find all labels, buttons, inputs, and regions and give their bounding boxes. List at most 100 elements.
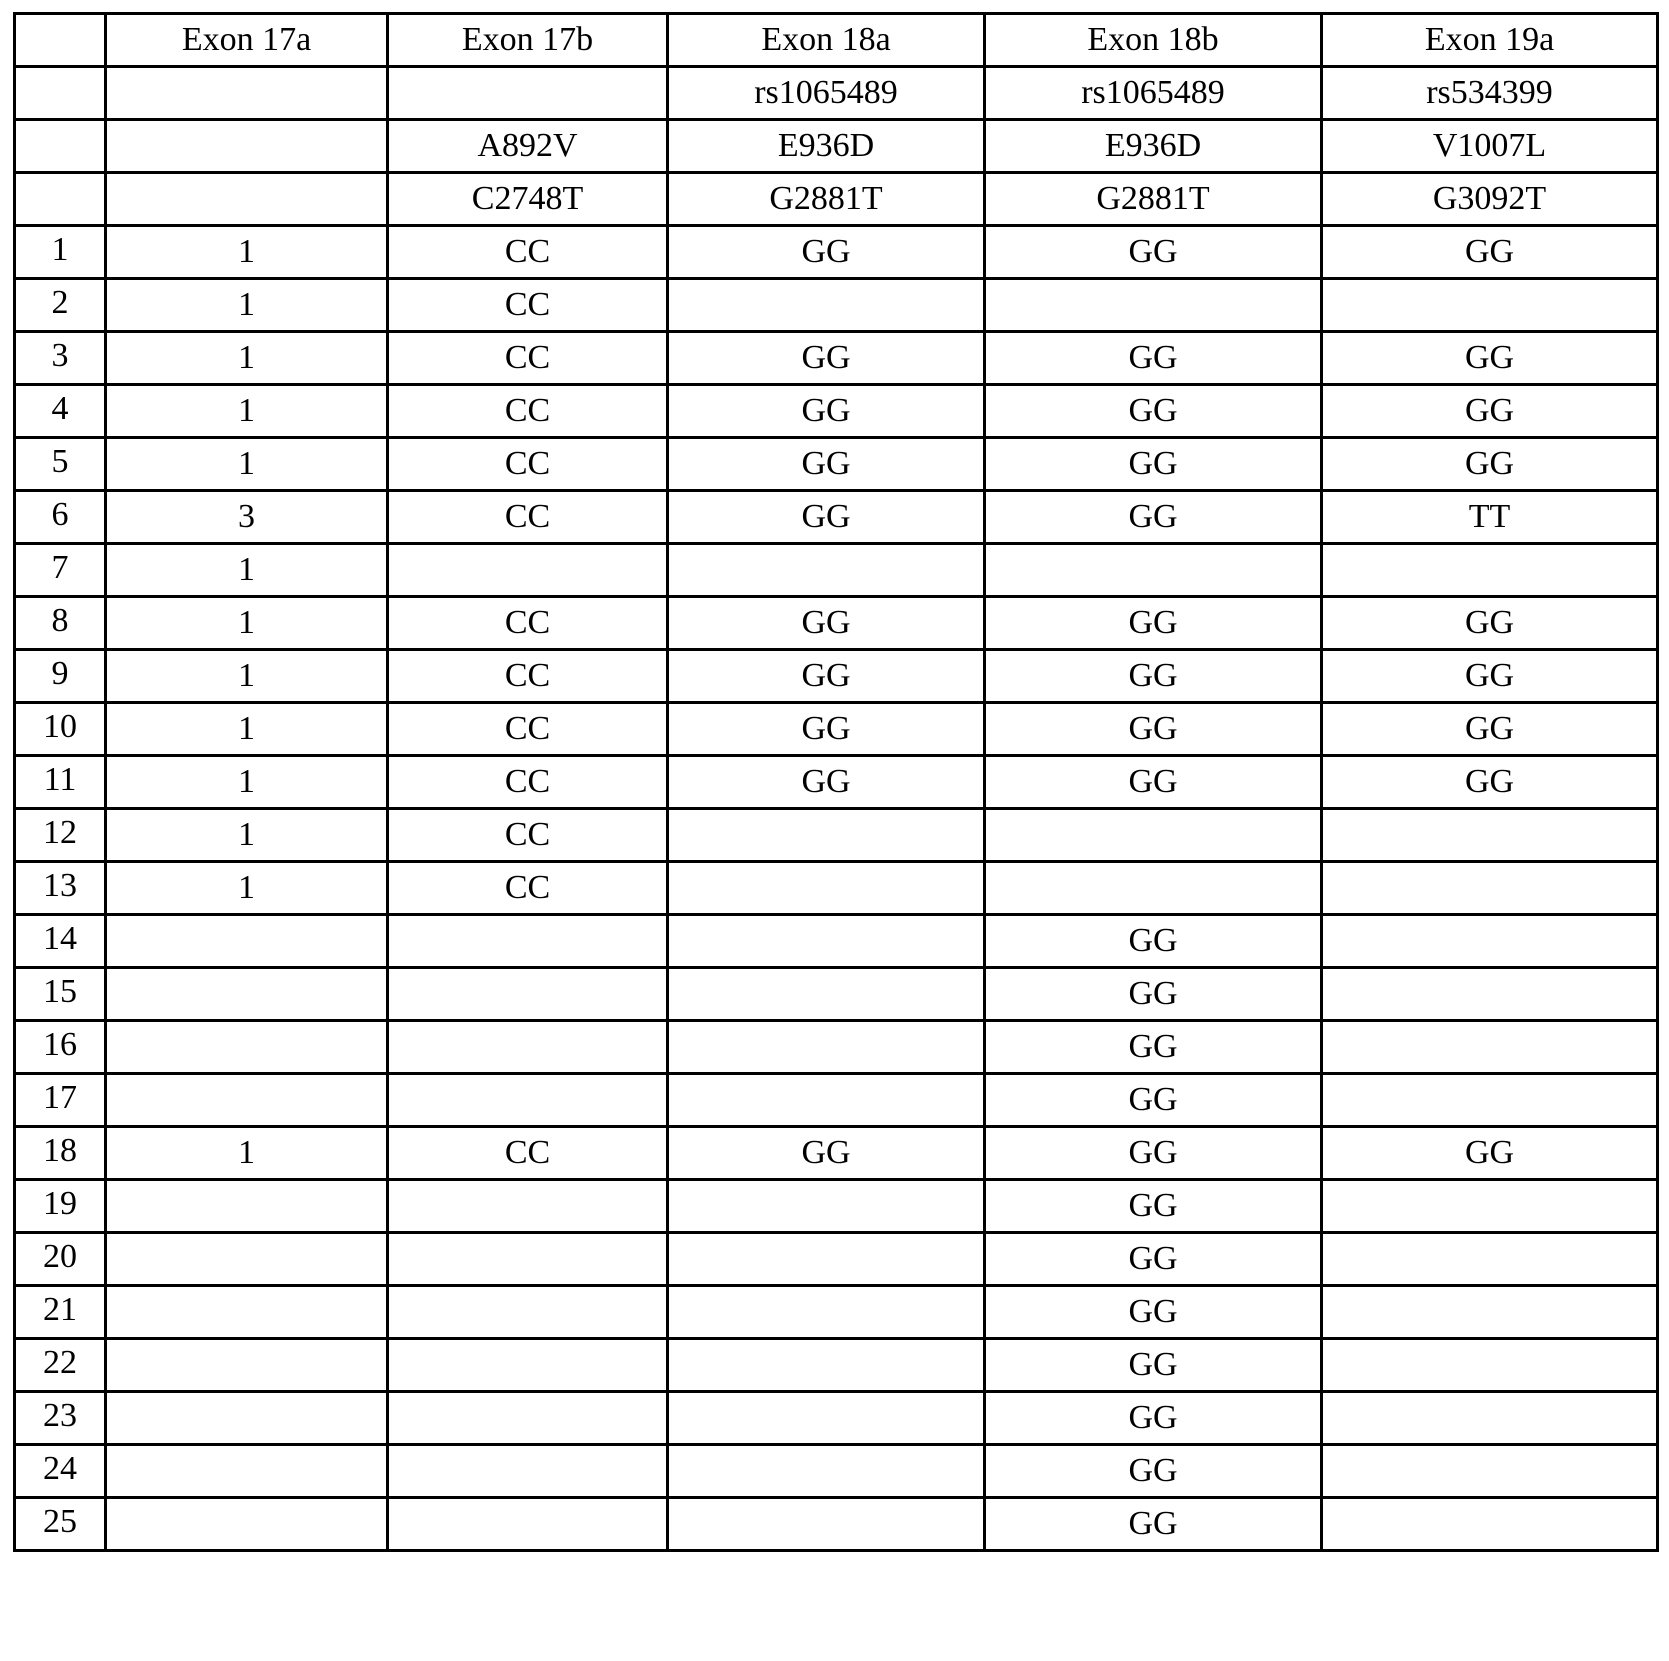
genotype-cell bbox=[106, 1233, 388, 1286]
row-number: 25 bbox=[15, 1498, 106, 1551]
genotype-cell: GG bbox=[985, 1021, 1322, 1074]
genotype-cell bbox=[668, 1180, 985, 1233]
genotype-cell bbox=[1322, 1392, 1658, 1445]
genotype-cell: CC bbox=[388, 332, 668, 385]
genotype-cell: 1 bbox=[106, 756, 388, 809]
genotype-cell bbox=[1322, 1286, 1658, 1339]
genotype-cell: GG bbox=[668, 438, 985, 491]
genotype-cell bbox=[1322, 1180, 1658, 1233]
header-cell: Exon 18a bbox=[668, 14, 985, 67]
row-number: 12 bbox=[15, 809, 106, 862]
row-number: 6 bbox=[15, 491, 106, 544]
header-cell: G3092T bbox=[1322, 173, 1658, 226]
genotype-cell bbox=[388, 1445, 668, 1498]
table-row: 24GG bbox=[15, 1445, 1658, 1498]
row-number: 13 bbox=[15, 862, 106, 915]
genotype-cell bbox=[668, 968, 985, 1021]
genotype-cell: 1 bbox=[106, 862, 388, 915]
genotype-cell bbox=[1322, 279, 1658, 332]
genotype-cell: 1 bbox=[106, 544, 388, 597]
genotype-cell: CC bbox=[388, 438, 668, 491]
header-cell: Exon 17a bbox=[106, 14, 388, 67]
genotype-cell: CC bbox=[388, 279, 668, 332]
header-cell: G2881T bbox=[668, 173, 985, 226]
genotype-cell bbox=[106, 1392, 388, 1445]
genotype-cell bbox=[388, 1180, 668, 1233]
genotype-cell: 1 bbox=[106, 809, 388, 862]
genotype-cell: GG bbox=[668, 226, 985, 279]
genotype-cell bbox=[106, 1286, 388, 1339]
genotype-cell: 1 bbox=[106, 385, 388, 438]
genotype-cell bbox=[106, 1074, 388, 1127]
genotype-cell bbox=[1322, 1074, 1658, 1127]
genotype-cell: GG bbox=[985, 650, 1322, 703]
genotype-cell: 1 bbox=[106, 703, 388, 756]
table-row: 21CC bbox=[15, 279, 1658, 332]
genotype-cell: GG bbox=[1322, 650, 1658, 703]
genotype-cell: 1 bbox=[106, 332, 388, 385]
genotype-cell bbox=[1322, 1339, 1658, 1392]
table-row: 101CCGGGGGG bbox=[15, 703, 1658, 756]
row-number: 9 bbox=[15, 650, 106, 703]
genotype-cell: 1 bbox=[106, 1127, 388, 1180]
table-row: 71 bbox=[15, 544, 1658, 597]
genotype-cell bbox=[668, 915, 985, 968]
genotype-cell: GG bbox=[1322, 703, 1658, 756]
genotype-cell: GG bbox=[668, 385, 985, 438]
table-row: 21GG bbox=[15, 1286, 1658, 1339]
genotype-cell bbox=[388, 1074, 668, 1127]
table-row: 23GG bbox=[15, 1392, 1658, 1445]
genotype-cell bbox=[668, 1021, 985, 1074]
genotype-cell bbox=[1322, 915, 1658, 968]
genotype-cell bbox=[668, 1233, 985, 1286]
genotype-cell bbox=[985, 544, 1322, 597]
row-number: 3 bbox=[15, 332, 106, 385]
genotype-cell: 1 bbox=[106, 438, 388, 491]
header-row: A892VE936DE936DV1007L bbox=[15, 120, 1658, 173]
header-cell bbox=[106, 173, 388, 226]
genotype-cell bbox=[1322, 862, 1658, 915]
table-row: 14GG bbox=[15, 915, 1658, 968]
genotype-cell bbox=[668, 1445, 985, 1498]
genotype-cell: 3 bbox=[106, 491, 388, 544]
header-cell: Exon 18b bbox=[985, 14, 1322, 67]
header-cell: G2881T bbox=[985, 173, 1322, 226]
genotype-cell bbox=[668, 862, 985, 915]
genotype-cell bbox=[388, 968, 668, 1021]
genotype-cell: 1 bbox=[106, 226, 388, 279]
genotype-cell bbox=[668, 1286, 985, 1339]
header-cell: V1007L bbox=[1322, 120, 1658, 173]
genotype-cell: CC bbox=[388, 650, 668, 703]
genotype-cell: GG bbox=[985, 491, 1322, 544]
genotype-cell: GG bbox=[1322, 226, 1658, 279]
genotype-cell bbox=[388, 1021, 668, 1074]
genotype-cell: 1 bbox=[106, 279, 388, 332]
genotype-cell bbox=[106, 1021, 388, 1074]
genotype-cell bbox=[106, 1339, 388, 1392]
header-cell bbox=[15, 67, 106, 120]
header-cell bbox=[106, 120, 388, 173]
table-row: 16 GG bbox=[15, 1021, 1658, 1074]
genotype-cell: CC bbox=[388, 597, 668, 650]
genotype-cell: GG bbox=[985, 1233, 1322, 1286]
genotype-cell: GG bbox=[985, 915, 1322, 968]
genotype-cell bbox=[668, 1074, 985, 1127]
genotype-cell bbox=[985, 279, 1322, 332]
genotype-cell: GG bbox=[1322, 332, 1658, 385]
table-row: 111CCGGGGGG bbox=[15, 756, 1658, 809]
genotype-cell bbox=[388, 1233, 668, 1286]
genotype-cell: GG bbox=[985, 597, 1322, 650]
header-row: C2748TG2881TG2881TG3092T bbox=[15, 173, 1658, 226]
genotype-cell: 1 bbox=[106, 650, 388, 703]
genotype-cell bbox=[106, 1498, 388, 1551]
header-cell: rs534399 bbox=[1322, 67, 1658, 120]
genotype-cell: CC bbox=[388, 1127, 668, 1180]
genotype-cell: GG bbox=[668, 756, 985, 809]
header-cell bbox=[388, 67, 668, 120]
genotype-cell: GG bbox=[1322, 597, 1658, 650]
genotype-cell: GG bbox=[668, 491, 985, 544]
row-number: 16 bbox=[15, 1021, 106, 1074]
table-row: 11CCGGGGGG bbox=[15, 226, 1658, 279]
table-row: 181CCGGGGGG bbox=[15, 1127, 1658, 1180]
table-row: 20GG bbox=[15, 1233, 1658, 1286]
